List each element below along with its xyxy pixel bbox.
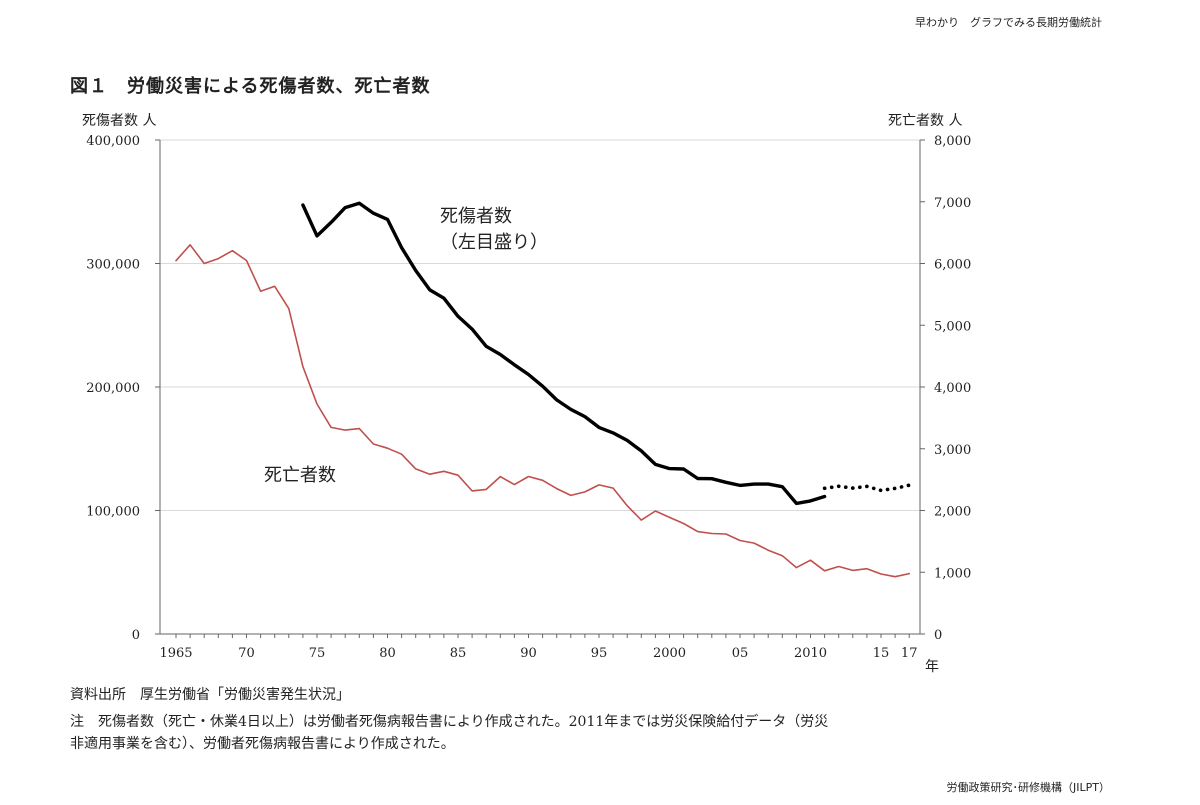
casualties-series-line [301,201,827,506]
x-tick-label: 17 [901,646,918,661]
y-right-axis-label: 死亡者数 人 [888,113,962,129]
x-tick-label: 85 [450,646,467,661]
y-right-tick-label: 6,000 [934,258,971,273]
x-tick-label: 2010 [794,646,827,661]
casualties-annotation: 死傷者数 [440,206,512,227]
source-note: 資料出所 厚生労働省「労働災害発生状況」 [70,687,350,703]
chart-labels: 死傷者数 人 死亡者数 人年 死傷者数 （左目盛り） 死亡者数 [82,113,962,675]
y-right-tick-label: 5,000 [934,319,971,334]
y-left-tick-label: 0 [132,628,140,643]
figure-title: 図１ 労働災害による死傷者数、死亡者数 [70,76,431,97]
note-line-2: 非適用事業を含む）、労働者死傷病報告書により作成された。 [70,736,455,752]
x-tick-label: 95 [591,646,608,661]
x-axis-label: 年 [925,659,939,675]
casualties-series-line-dotted [822,483,912,493]
y-left-tick-label: 400,000 [86,134,140,149]
x-tick-label: 70 [238,646,255,661]
y-right-tick-label: 0 [934,628,942,643]
y-left-tick-label: 300,000 [86,258,140,273]
x-tick-label: 05 [732,646,749,661]
y-right-tick-label: 7,000 [934,196,971,211]
y-right-tick-label: 1,000 [934,566,971,581]
note-line-1: 注 死傷者数（死亡・休業4日以上）は労働者死傷病報告書により作成された。2011… [70,714,829,730]
x-tick-label: 75 [309,646,326,661]
casualties-annotation-sub: （左目盛り） [440,232,548,253]
x-tick-label: 2000 [653,646,686,661]
x-tick-label: 15 [873,646,890,661]
y-right-tick-label: 8,000 [934,134,971,149]
y-right-tick-label: 3,000 [934,443,971,458]
y-left-axis-label: 死傷者数 人 [82,113,156,129]
series-title: 早わかり グラフでみる長期労働統計 [915,16,1102,29]
chart: 0 100,000 200,000 300,000 400,000 0 1,000 2,000… [82,113,971,675]
y-right-tick-label: 2,000 [934,505,971,520]
publisher: 労働政策研究･研修機構（JILPT） [946,781,1110,794]
gridlines [160,139,920,511]
x-tick-label: 1965 [159,646,192,661]
y-right-tick-label: 4,000 [934,381,971,396]
y-left-tick-label: 200,000 [86,381,140,396]
x-tick-label: 90 [520,646,537,661]
series-lines [175,201,912,578]
deaths-annotation: 死亡者数 [264,465,336,486]
axes: 0 100,000 200,000 300,000 400,000 0 1,000 2,000… [86,134,971,661]
x-tick-label: 80 [379,646,396,661]
deaths-series-line [175,244,911,578]
y-left-tick-label: 100,000 [86,505,140,520]
